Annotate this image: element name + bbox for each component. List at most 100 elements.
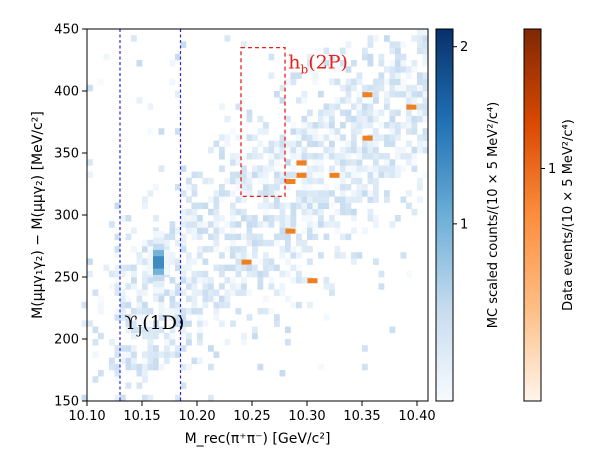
mc-bin xyxy=(263,308,269,315)
mc-bin xyxy=(191,221,198,228)
mc-bin xyxy=(340,165,346,172)
mc-bin xyxy=(312,72,319,79)
mc-bin xyxy=(186,314,192,321)
mc-bin xyxy=(367,35,374,42)
mc-bin xyxy=(367,153,374,160)
mc-bin xyxy=(340,190,346,197)
mc-bin xyxy=(323,184,330,191)
mc-bin xyxy=(125,215,132,222)
mc-bin xyxy=(384,140,390,148)
mc-bin xyxy=(186,277,192,284)
mc-bin xyxy=(158,165,165,172)
mc-bin xyxy=(285,78,291,86)
mc-bin xyxy=(219,190,225,197)
mc-bin xyxy=(175,128,181,135)
mc-bin xyxy=(125,363,132,371)
mc-bin xyxy=(263,196,269,203)
mc-bin xyxy=(131,277,137,284)
mc-bin xyxy=(323,190,330,197)
mc-bin xyxy=(395,84,401,92)
mc-bin xyxy=(362,84,368,92)
mc-bin xyxy=(400,60,407,67)
mc-bin xyxy=(285,326,291,334)
mc-bin xyxy=(384,78,390,86)
mc-bin xyxy=(208,233,214,241)
mc-bin xyxy=(400,165,407,172)
mc-bin xyxy=(340,153,346,160)
mc-bin xyxy=(224,289,231,296)
mc-bin xyxy=(158,243,165,251)
mc-bin xyxy=(340,134,346,141)
mc-bin xyxy=(268,277,275,284)
mc-bin xyxy=(279,289,286,296)
mc-bin xyxy=(422,47,429,55)
mc-bin xyxy=(92,351,99,358)
mc-bin xyxy=(246,115,253,123)
mc-bin xyxy=(351,84,357,92)
mc-bin xyxy=(153,268,159,275)
mc-bin xyxy=(351,146,357,154)
mc-bin xyxy=(142,277,148,284)
mc-bin xyxy=(230,215,236,222)
mc-bin xyxy=(208,295,214,303)
mc-bin xyxy=(373,159,379,166)
mc-bin xyxy=(246,184,253,191)
mc-bin xyxy=(301,153,308,160)
mc-bin xyxy=(329,109,335,117)
mc-bin xyxy=(296,239,302,247)
colorbar-tick-label: 2 xyxy=(460,40,468,55)
mc-bin xyxy=(263,264,269,272)
mc-bin xyxy=(202,320,209,327)
mc-bin xyxy=(307,153,313,160)
mc-bin xyxy=(351,208,357,216)
mc-bin xyxy=(395,72,401,79)
mc-bin xyxy=(395,134,401,141)
mc-bin xyxy=(235,184,242,191)
mc-bin xyxy=(241,332,247,340)
mc-bin xyxy=(81,394,88,402)
mc-bin xyxy=(246,239,253,247)
x-tick-label: 10.10 xyxy=(68,409,105,424)
mc-bin xyxy=(411,208,418,216)
mc-bin xyxy=(142,264,148,272)
y-tick-label: 450 xyxy=(54,23,79,38)
mc-bin xyxy=(395,91,401,98)
mc-bin xyxy=(114,308,121,315)
mc-bin xyxy=(175,227,181,234)
mc-bin xyxy=(268,140,275,148)
mc-bin xyxy=(219,184,225,191)
mc-bin xyxy=(384,122,390,129)
mc-bin xyxy=(362,190,368,197)
mc-bin xyxy=(263,208,269,216)
mc-bin xyxy=(406,202,412,210)
mc-bin xyxy=(367,140,374,148)
mc-bin xyxy=(164,351,170,358)
mc-bin xyxy=(279,370,286,377)
mc-bin xyxy=(87,84,93,92)
mc-bin xyxy=(318,122,324,129)
mc-bin xyxy=(285,339,291,346)
mc-bin xyxy=(241,246,247,253)
mc-bin xyxy=(367,53,374,61)
mc-bin xyxy=(153,345,159,352)
mc-bin xyxy=(213,264,220,272)
mc-bin xyxy=(356,97,363,104)
mc-bin xyxy=(114,264,121,272)
mc-bin xyxy=(373,153,379,160)
mc-bin xyxy=(367,84,374,92)
mc-bin xyxy=(153,363,159,371)
mc-bin xyxy=(301,177,308,185)
mc-bin xyxy=(340,146,346,154)
mc-bin xyxy=(323,47,330,55)
mc-bin xyxy=(164,332,170,340)
mc-bin xyxy=(351,115,357,123)
mc-bin xyxy=(367,146,374,154)
mc-bin xyxy=(136,314,143,321)
mc-bin xyxy=(147,363,154,371)
mc-bin xyxy=(197,332,203,340)
mc-bin xyxy=(202,177,209,185)
mc-bin xyxy=(373,190,379,197)
mc-bin xyxy=(213,208,220,216)
mc-bin xyxy=(186,332,192,340)
mc-bin xyxy=(323,221,330,228)
